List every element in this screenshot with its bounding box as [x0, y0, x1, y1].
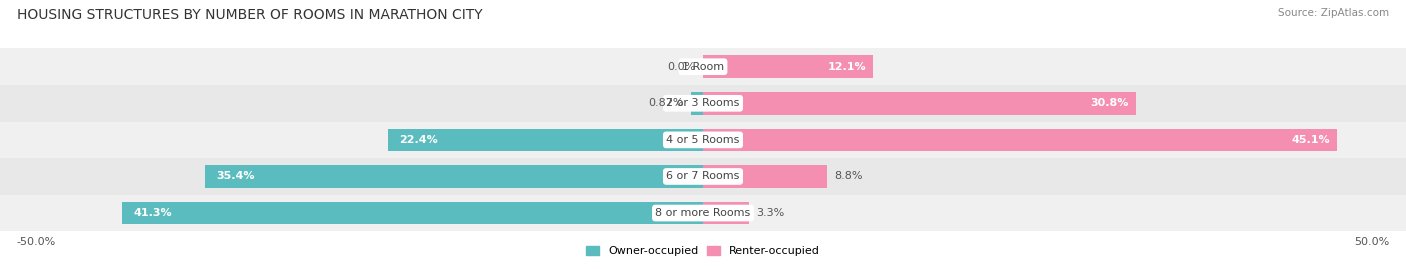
Bar: [703, 129, 1337, 151]
Bar: [388, 129, 703, 151]
Bar: [703, 55, 873, 78]
Text: 1 Room: 1 Room: [682, 62, 724, 72]
Legend: Owner-occupied, Renter-occupied: Owner-occupied, Renter-occupied: [581, 241, 825, 261]
Text: 30.8%: 30.8%: [1091, 98, 1129, 108]
Bar: [0, 122, 1406, 158]
Text: 0.87%: 0.87%: [648, 98, 683, 108]
Text: 2 or 3 Rooms: 2 or 3 Rooms: [666, 98, 740, 108]
Text: 8 or more Rooms: 8 or more Rooms: [655, 208, 751, 218]
Bar: [0, 158, 1406, 195]
Bar: [690, 92, 703, 115]
Text: HOUSING STRUCTURES BY NUMBER OF ROOMS IN MARATHON CITY: HOUSING STRUCTURES BY NUMBER OF ROOMS IN…: [17, 8, 482, 22]
Text: -50.0%: -50.0%: [17, 237, 56, 247]
Text: 12.1%: 12.1%: [828, 62, 866, 72]
Text: 3.3%: 3.3%: [756, 208, 785, 218]
Bar: [703, 92, 1136, 115]
Text: 6 or 7 Rooms: 6 or 7 Rooms: [666, 171, 740, 182]
Bar: [0, 195, 1406, 231]
Text: 8.8%: 8.8%: [834, 171, 862, 182]
Text: 41.3%: 41.3%: [134, 208, 172, 218]
Bar: [703, 202, 749, 224]
Text: 0.0%: 0.0%: [668, 62, 696, 72]
Bar: [0, 85, 1406, 122]
Bar: [0, 48, 1406, 85]
Text: 22.4%: 22.4%: [399, 135, 439, 145]
Text: Source: ZipAtlas.com: Source: ZipAtlas.com: [1278, 8, 1389, 18]
Bar: [122, 202, 703, 224]
Bar: [703, 165, 827, 188]
Text: 4 or 5 Rooms: 4 or 5 Rooms: [666, 135, 740, 145]
Text: 45.1%: 45.1%: [1292, 135, 1330, 145]
Text: 50.0%: 50.0%: [1354, 237, 1389, 247]
Text: 35.4%: 35.4%: [217, 171, 254, 182]
Bar: [205, 165, 703, 188]
